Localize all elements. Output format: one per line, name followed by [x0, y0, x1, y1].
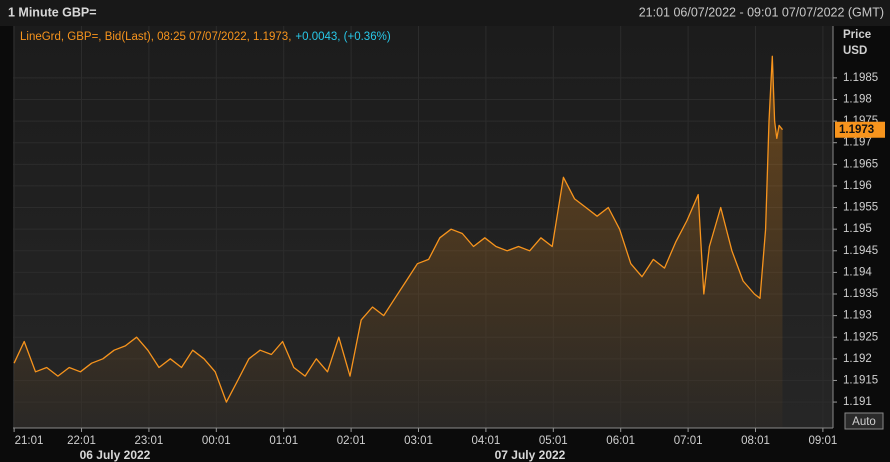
x-tick-label: 00:01: [202, 435, 231, 447]
date-range: 21:01 06/07/2022 - 09:01 07/07/2022 (GMT…: [639, 5, 884, 19]
area: [14, 56, 783, 429]
y-tick-label: 1.198: [843, 94, 872, 106]
y-tick-label: 1.1945: [843, 245, 878, 257]
y-tick-label: 1.196: [843, 180, 872, 192]
x-tick-label: 04:01: [472, 435, 501, 447]
x-tick-label: 05:01: [539, 435, 568, 447]
x-tick-label: 02:01: [337, 435, 366, 447]
y-axis-unit: USD: [843, 45, 867, 57]
auto-button[interactable]: [844, 412, 884, 430]
x-tick-label: 22:01: [67, 435, 96, 447]
y-tick-label: 1.1985: [843, 72, 878, 84]
y-axis-label: Price: [843, 29, 871, 41]
x-tick-label: 01:01: [269, 435, 298, 447]
y-tick-label: 1.1915: [843, 374, 878, 386]
x-tick-label: 03:01: [404, 435, 433, 447]
y-tick-label: 1.1935: [843, 288, 878, 300]
y-tick-label: 1.193: [843, 310, 872, 322]
y-tick-label: 1.192: [843, 353, 872, 365]
y-tick-label: 1.197: [843, 137, 872, 149]
y-tick-label: 1.194: [843, 266, 872, 278]
x-tick-label: 08:01: [741, 435, 770, 447]
auto-button-label[interactable]: Auto: [852, 416, 876, 428]
y-tick-label: 1.1955: [843, 202, 878, 214]
y-tick-label: 1.191: [843, 396, 872, 408]
last-price-label: 1.1973: [839, 124, 874, 136]
last-price-tag: [835, 121, 885, 138]
day-label: 07 July 2022: [495, 448, 566, 462]
price-line: [13, 55, 784, 403]
x-tick-label: 21:01: [15, 435, 44, 447]
day-label: 06 July 2022: [80, 448, 151, 462]
header-bar: [0, 0, 890, 26]
legend-change: +0.0043, (+0.36%): [295, 31, 390, 43]
y-tick-label: 1.1965: [843, 158, 878, 170]
chart-title: 1 Minute GBP=: [8, 5, 97, 19]
legend-text: LineGrd, GBP=, Bid(Last), 08:25 07/07/20…: [20, 31, 291, 43]
y-tick-label: 1.1925: [843, 331, 878, 343]
y-tick-label: 1.195: [843, 223, 872, 235]
x-tick-label: 06:01: [606, 435, 635, 447]
x-tick-label: 09:01: [808, 435, 837, 447]
x-tick-label: 23:01: [135, 435, 164, 447]
x-tick-label: 07:01: [674, 435, 703, 447]
